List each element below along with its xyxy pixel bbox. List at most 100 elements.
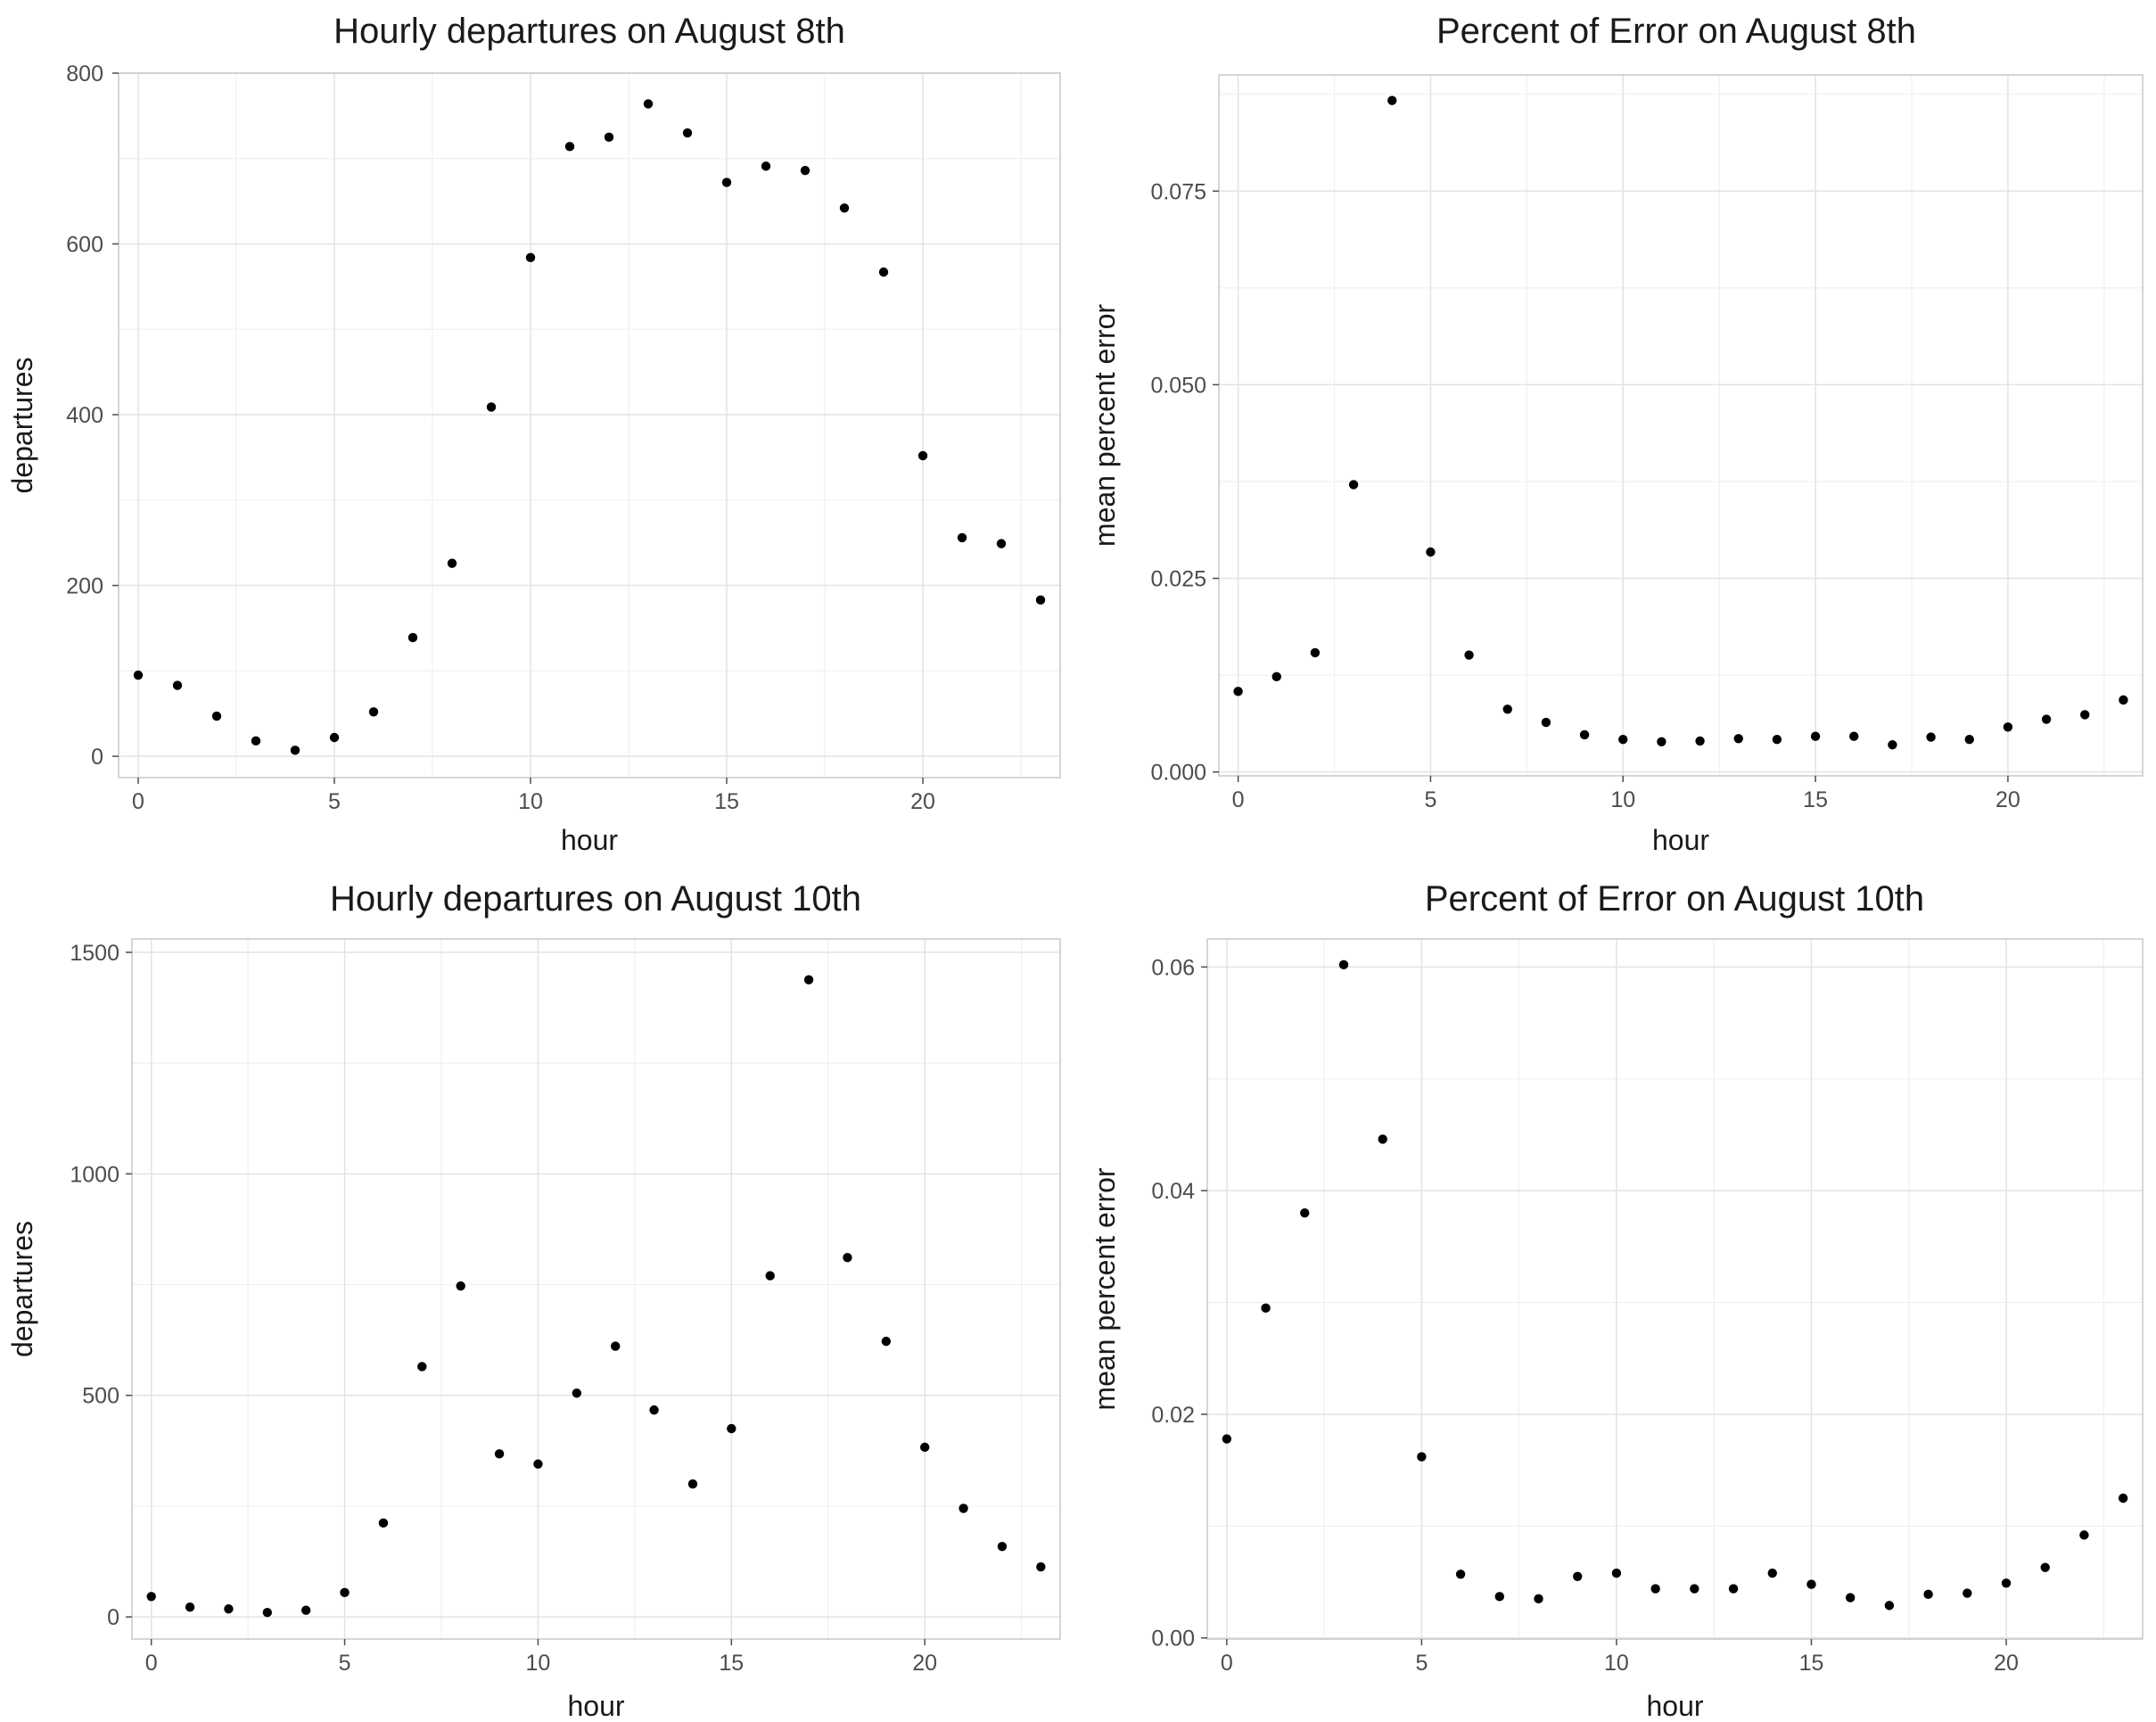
y-tick-label: 0.000 xyxy=(1150,761,1206,786)
data-point xyxy=(456,1281,465,1291)
data-point xyxy=(643,99,654,109)
data-point xyxy=(1573,1571,1583,1581)
data-point xyxy=(1650,1584,1660,1594)
data-point xyxy=(843,1253,852,1263)
data-point xyxy=(1579,729,1590,740)
data-point xyxy=(803,975,814,985)
data-point xyxy=(2040,1562,2050,1572)
x-tick-label: 15 xyxy=(1803,787,1828,812)
data-point xyxy=(2041,714,2052,724)
data-point xyxy=(533,1459,543,1469)
panel-border xyxy=(1206,938,2144,1640)
y-tick-label: 0.06 xyxy=(1151,955,1195,980)
data-point xyxy=(251,736,261,746)
y-axis-title: departures xyxy=(6,1221,38,1357)
y-tick-label: 0.025 xyxy=(1150,567,1206,592)
y-tick-label: 200 xyxy=(66,574,103,599)
data-point xyxy=(2001,1578,2012,1588)
data-point xyxy=(649,1405,659,1415)
data-point xyxy=(687,1479,698,1489)
data-point xyxy=(1772,734,1782,745)
data-point xyxy=(417,1362,427,1372)
x-tick-label: 5 xyxy=(1424,787,1436,812)
x-tick-label: 20 xyxy=(912,1651,937,1676)
x-axis-title: hour xyxy=(1652,824,1709,856)
y-axis-title: mean percent error xyxy=(1089,304,1121,547)
data-point xyxy=(2118,1493,2128,1504)
data-point xyxy=(881,1336,892,1347)
x-axis-title: hour xyxy=(561,824,618,856)
x-tick-label: 0 xyxy=(1232,787,1245,812)
data-point xyxy=(1271,671,1281,682)
data-point xyxy=(957,532,967,543)
data-point xyxy=(1036,1561,1046,1572)
data-point xyxy=(1502,704,1512,714)
data-point xyxy=(564,142,575,152)
y-axis-title: mean percent error xyxy=(1089,1167,1121,1410)
data-point xyxy=(1618,734,1628,745)
y-tick-label: 0.050 xyxy=(1150,373,1206,398)
data-point xyxy=(1845,1593,1856,1603)
data-point xyxy=(290,746,300,755)
x-tick-label: 15 xyxy=(714,789,739,814)
chart-title: Percent of Error on August 10th xyxy=(1425,879,1924,919)
panel-border xyxy=(1218,74,2144,777)
data-point xyxy=(185,1603,195,1612)
x-tick-label: 10 xyxy=(1610,787,1635,812)
data-point xyxy=(1611,1568,1622,1578)
data-point xyxy=(1310,647,1321,658)
aug8-error-panel: 0 5 10 15 20 0.000 0.025 0.050 0.075 Percent of E… xyxy=(1089,12,2144,856)
aug10-error-panel: 0 5 10 15 20 0.00 0.02 0.04 0.06 Percent of Error… xyxy=(1089,879,2144,1722)
data-point xyxy=(1378,1134,1387,1144)
x-tick-label: 0 xyxy=(145,1651,158,1676)
x-tick-label: 5 xyxy=(339,1651,351,1676)
data-point xyxy=(1035,595,1046,606)
data-point xyxy=(800,165,811,176)
y-tick-label: 0.00 xyxy=(1151,1627,1195,1652)
y-tick-label: 0 xyxy=(91,745,103,770)
data-point xyxy=(682,128,693,138)
data-point xyxy=(172,680,183,690)
data-point xyxy=(604,132,614,143)
data-point xyxy=(1222,1434,1232,1444)
data-point xyxy=(1963,1588,1972,1598)
data-point xyxy=(1261,1303,1271,1314)
data-point xyxy=(407,632,418,643)
y-tick-label: 0.075 xyxy=(1150,179,1206,204)
data-point xyxy=(2003,722,2013,732)
data-point xyxy=(1695,736,1705,746)
x-tick-label: 20 xyxy=(1994,1651,2019,1676)
data-point xyxy=(1541,717,1551,728)
x-tick-label: 10 xyxy=(1604,1651,1629,1676)
data-point xyxy=(1728,1584,1739,1594)
x-tick-label: 20 xyxy=(910,789,935,814)
data-point xyxy=(368,707,379,717)
x-tick-label: 5 xyxy=(328,789,341,814)
data-point xyxy=(878,267,889,277)
y-tick-label: 1000 xyxy=(70,1162,119,1187)
data-point xyxy=(765,1271,775,1281)
y-axis-title: departures xyxy=(6,358,38,494)
y-tick-label: 500 xyxy=(82,1384,119,1409)
data-point xyxy=(2080,710,2090,720)
data-point xyxy=(1233,687,1243,696)
data-point xyxy=(1690,1584,1699,1594)
x-tick-label: 10 xyxy=(518,789,543,814)
panel-border xyxy=(131,938,1061,1640)
data-point xyxy=(146,1592,156,1602)
data-point xyxy=(610,1341,621,1351)
data-point xyxy=(1494,1592,1505,1602)
data-point xyxy=(329,732,340,743)
x-tick-label: 15 xyxy=(719,1651,744,1676)
x-tick-label: 10 xyxy=(526,1651,551,1676)
data-point xyxy=(919,1442,930,1453)
data-point xyxy=(378,1518,389,1528)
data-point xyxy=(918,450,928,461)
data-point xyxy=(1387,95,1397,105)
panel-border xyxy=(118,72,1061,779)
chart-title: Hourly departures on August 8th xyxy=(333,12,845,51)
data-point xyxy=(1455,1570,1466,1579)
data-point xyxy=(1767,1568,1777,1578)
data-point xyxy=(1926,732,1936,742)
data-point xyxy=(447,558,457,568)
